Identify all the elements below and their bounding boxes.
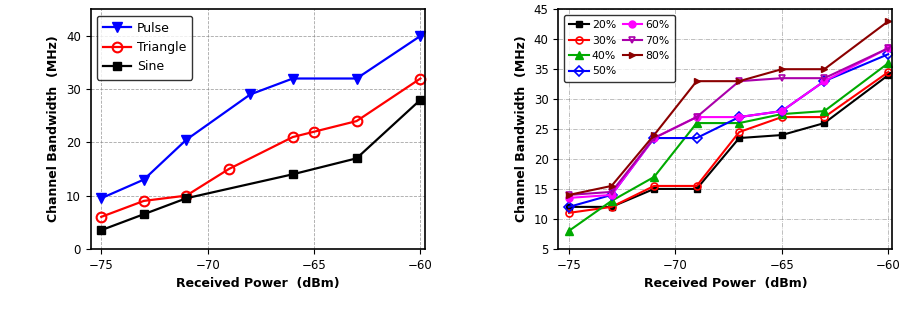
40% bbox=[819, 109, 830, 113]
X-axis label: Received Power  (dBm): Received Power (dBm) bbox=[176, 277, 340, 290]
20% bbox=[734, 136, 745, 140]
20% bbox=[606, 205, 617, 209]
80% bbox=[819, 67, 830, 71]
50% bbox=[776, 109, 787, 113]
70% bbox=[882, 46, 893, 50]
Line: Sine: Sine bbox=[97, 95, 425, 234]
50% bbox=[649, 136, 660, 140]
Triangle bbox=[181, 194, 192, 197]
30% bbox=[564, 211, 574, 215]
Line: 70%: 70% bbox=[565, 45, 892, 198]
Pulse bbox=[139, 178, 149, 182]
Triangle bbox=[415, 77, 426, 80]
30% bbox=[776, 115, 787, 119]
80% bbox=[564, 193, 574, 197]
Pulse bbox=[181, 138, 192, 142]
Sine bbox=[139, 212, 149, 216]
Sine bbox=[96, 228, 107, 232]
70% bbox=[819, 76, 830, 80]
70% bbox=[564, 193, 574, 197]
70% bbox=[649, 136, 660, 140]
80% bbox=[734, 79, 745, 83]
70% bbox=[734, 79, 745, 83]
Triangle bbox=[96, 215, 107, 219]
70% bbox=[606, 190, 617, 194]
30% bbox=[734, 130, 745, 134]
Sine bbox=[352, 156, 362, 160]
80% bbox=[606, 184, 617, 188]
Pulse bbox=[415, 34, 426, 38]
50% bbox=[606, 193, 617, 197]
Pulse bbox=[96, 196, 107, 200]
Line: 50%: 50% bbox=[565, 51, 892, 210]
Pulse bbox=[245, 93, 255, 96]
60% bbox=[882, 46, 893, 50]
20% bbox=[564, 205, 574, 209]
70% bbox=[776, 76, 787, 80]
Sine bbox=[415, 98, 426, 102]
Pulse bbox=[352, 77, 362, 80]
40% bbox=[776, 112, 787, 116]
Line: 60%: 60% bbox=[565, 45, 892, 202]
Y-axis label: Channel Bandwidth  (MHz): Channel Bandwidth (MHz) bbox=[516, 36, 528, 222]
Line: 20%: 20% bbox=[565, 72, 892, 210]
60% bbox=[734, 115, 745, 119]
20% bbox=[649, 187, 660, 191]
50% bbox=[564, 205, 574, 209]
Triangle bbox=[287, 135, 298, 139]
Triangle bbox=[139, 199, 149, 203]
Triangle bbox=[352, 119, 362, 123]
30% bbox=[691, 184, 702, 188]
40% bbox=[691, 121, 702, 125]
Triangle bbox=[309, 130, 320, 134]
20% bbox=[691, 187, 702, 191]
Legend: 20%, 30%, 40%, 50%, 60%, 70%, 80%: 20%, 30%, 40%, 50%, 60%, 70%, 80% bbox=[564, 15, 675, 82]
Sine bbox=[181, 196, 192, 200]
30% bbox=[882, 70, 893, 74]
60% bbox=[691, 115, 702, 119]
80% bbox=[776, 67, 787, 71]
70% bbox=[691, 115, 702, 119]
Pulse bbox=[287, 77, 298, 80]
Legend: Pulse, Triangle, Sine: Pulse, Triangle, Sine bbox=[97, 16, 192, 80]
50% bbox=[691, 136, 702, 140]
Line: Triangle: Triangle bbox=[96, 74, 425, 222]
20% bbox=[882, 73, 893, 77]
Sine bbox=[287, 172, 298, 176]
30% bbox=[819, 115, 830, 119]
80% bbox=[691, 79, 702, 83]
30% bbox=[649, 184, 660, 188]
60% bbox=[564, 196, 574, 200]
20% bbox=[776, 133, 787, 137]
60% bbox=[606, 193, 617, 197]
40% bbox=[649, 175, 660, 179]
Y-axis label: Channel Bandwidth  (MHz): Channel Bandwidth (MHz) bbox=[47, 36, 61, 222]
30% bbox=[606, 205, 617, 209]
Line: 80%: 80% bbox=[565, 18, 892, 198]
Line: Pulse: Pulse bbox=[96, 31, 425, 203]
80% bbox=[882, 19, 893, 23]
X-axis label: Received Power  (dBm): Received Power (dBm) bbox=[643, 277, 807, 290]
40% bbox=[606, 199, 617, 203]
50% bbox=[882, 52, 893, 56]
80% bbox=[649, 133, 660, 137]
40% bbox=[564, 229, 574, 233]
50% bbox=[819, 79, 830, 83]
Triangle bbox=[224, 167, 235, 171]
60% bbox=[819, 79, 830, 83]
20% bbox=[819, 121, 830, 125]
Line: 40%: 40% bbox=[564, 59, 892, 235]
60% bbox=[776, 109, 787, 113]
Line: 30%: 30% bbox=[565, 69, 892, 216]
60% bbox=[649, 136, 660, 140]
50% bbox=[734, 115, 745, 119]
40% bbox=[882, 61, 893, 65]
40% bbox=[734, 121, 745, 125]
